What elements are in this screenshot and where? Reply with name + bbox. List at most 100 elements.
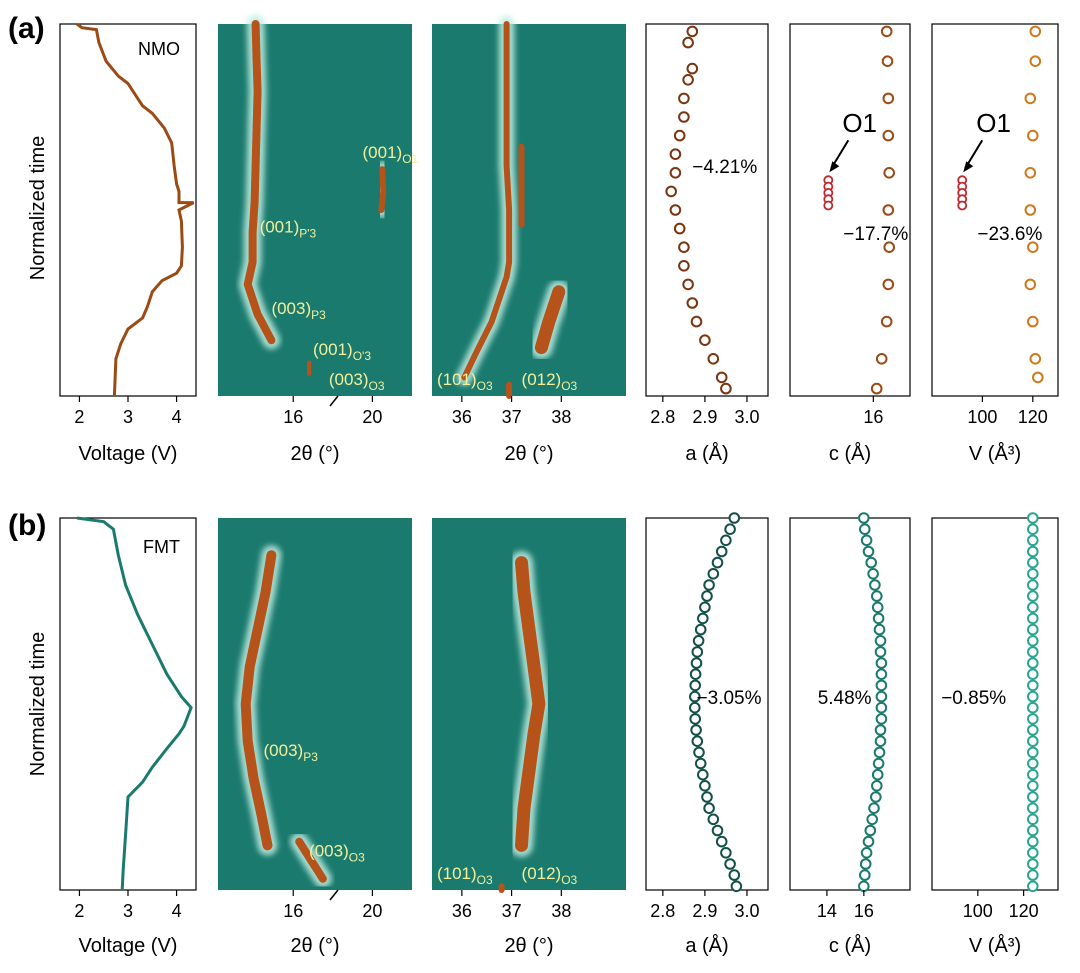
panel-b-lattice-a-points: −3.05%	[689, 512, 762, 893]
panel-b-volume-points: −0.85%	[941, 512, 1039, 893]
panel-a-lattice-a-ticks: 2.8 2.9 3.0	[650, 396, 759, 427]
panel-a-xrd-high: (101)O3 (012)O3 36 37 38 2θ (°)	[432, 16, 626, 465]
xrd-ridge	[378, 166, 387, 213]
percent-change-label: −3.05%	[697, 688, 762, 709]
x-tick-label: 14	[817, 901, 837, 921]
x-tick-label: 38	[551, 407, 571, 427]
xrd-peak-label: (001)O1	[363, 143, 419, 166]
data-point	[875, 353, 888, 365]
panel-a-xrd-high-ridges	[456, 16, 571, 404]
data-point	[875, 657, 888, 669]
panel-a-ylabel: Normalized time	[27, 136, 49, 280]
o1-data-point	[823, 200, 834, 211]
panel-a-lattice-a: −4.21% 2.8 2.9 3.0 a (Å)	[645, 23, 769, 465]
xrd-peak-phase: P3	[311, 308, 326, 322]
data-point	[1027, 568, 1039, 580]
data-point	[686, 62, 699, 75]
xrd-peak-phase: O1	[402, 152, 418, 166]
panel-a-xrd-low-xlabel: 2θ (°)	[290, 443, 339, 465]
data-point	[694, 623, 707, 636]
panel-b-lattice-a: −3.05% 2.8 2.9 3.0 a (Å)	[645, 512, 769, 957]
data-point	[730, 880, 743, 893]
data-point	[682, 278, 694, 291]
x-tick-label: 120	[1018, 407, 1048, 427]
panel-b-xrd-high-ridges	[493, 551, 551, 898]
data-point	[1027, 241, 1039, 253]
data-point	[1027, 791, 1039, 803]
data-point	[1027, 847, 1039, 859]
data-point	[874, 646, 887, 658]
data-point	[1027, 757, 1039, 770]
data-point	[871, 601, 884, 614]
panel-b-volume: −0.85% 100 120 V (Å³)	[931, 512, 1059, 957]
data-point	[678, 241, 690, 253]
data-point	[1027, 802, 1039, 815]
panel-b-volume-ticks: 100 120	[963, 890, 1039, 921]
panel-a-voltage-ticks: 2 3 4	[74, 396, 182, 427]
data-point	[1027, 635, 1039, 647]
data-point	[1027, 701, 1039, 714]
x-tick-label: 16	[283, 901, 303, 921]
xrd-ridge	[243, 20, 276, 345]
data-point	[690, 315, 703, 328]
xrd-peak-phase: O3	[369, 379, 385, 393]
data-point	[872, 757, 885, 770]
data-point	[870, 382, 883, 395]
data-point	[873, 746, 886, 759]
x-tick-label: 16	[863, 407, 883, 427]
data-point	[689, 713, 702, 725]
data-point	[1027, 545, 1039, 558]
data-point	[673, 129, 686, 142]
data-point	[875, 713, 888, 725]
panel-a-lattice-a-frame	[645, 23, 769, 397]
panel-b-xrd-high-xlabel: 2θ (°)	[504, 935, 553, 957]
xrd-peak-index: (012)	[522, 864, 562, 883]
x-tick-label: 3.0	[734, 901, 759, 921]
data-point	[693, 746, 705, 759]
data-point	[871, 590, 883, 602]
panel-b-lattice-c: 5.48% 14 16 c (Å)	[789, 512, 911, 957]
data-point	[882, 129, 895, 142]
data-point	[703, 802, 715, 815]
panel-b-xrd-high-peak-labels: (101)O3 (012)O3	[437, 864, 578, 887]
data-point	[1027, 746, 1039, 759]
data-point	[1027, 623, 1039, 636]
data-point	[1027, 523, 1039, 536]
data-point	[1024, 204, 1037, 216]
data-point	[691, 735, 704, 748]
data-point	[881, 55, 894, 68]
data-point	[1027, 534, 1039, 547]
data-point	[724, 523, 736, 536]
data-point	[689, 701, 701, 714]
panel-a-voltage-frame	[59, 23, 197, 397]
panel-b-voltage-curve	[76, 516, 193, 891]
data-point	[865, 556, 878, 569]
x-tick-label: 16	[854, 901, 874, 921]
percent-change-label: −23.6%	[977, 224, 1042, 245]
data-point	[715, 835, 728, 848]
panel-a-lattice-c-points: O1 −17.7%	[823, 25, 908, 395]
xrd-peak-phase: O3	[561, 873, 577, 887]
data-point	[720, 534, 732, 547]
data-point	[690, 724, 702, 736]
panel-b-xrd-low-xlabel: 2θ (°)	[290, 935, 339, 957]
panel-a-xrd-low: (001)O1(001)P'3(003)P3(001)O'3(003)O3 16…	[218, 15, 419, 465]
data-point	[1027, 869, 1039, 881]
panel-a-xrd-high-ticks: 36 37 38	[452, 396, 571, 427]
data-point	[707, 813, 720, 826]
panel-a-xrd-low-ticks: 16 20	[283, 396, 382, 427]
x-tick-label: 16	[283, 407, 303, 427]
data-point	[874, 724, 887, 736]
data-point	[1027, 601, 1039, 614]
panel-a-lattice-c-xlabel: c (Å)	[829, 442, 871, 465]
x-tick-label: 38	[551, 901, 571, 921]
x-tick-label: 3	[123, 901, 133, 921]
x-tick-label: 36	[452, 407, 472, 427]
panel-a-xrd-low-peak-labels: (001)O1(001)P'3(003)P3(001)O'3(003)O3	[260, 143, 419, 393]
data-point	[1027, 780, 1039, 792]
panel-b-voltage-ticks: 2 3 4	[74, 890, 182, 921]
data-point	[1027, 768, 1039, 781]
data-point	[1029, 25, 1042, 38]
panel-a-xrd-low-ridges	[238, 15, 392, 381]
data-point	[707, 353, 720, 365]
